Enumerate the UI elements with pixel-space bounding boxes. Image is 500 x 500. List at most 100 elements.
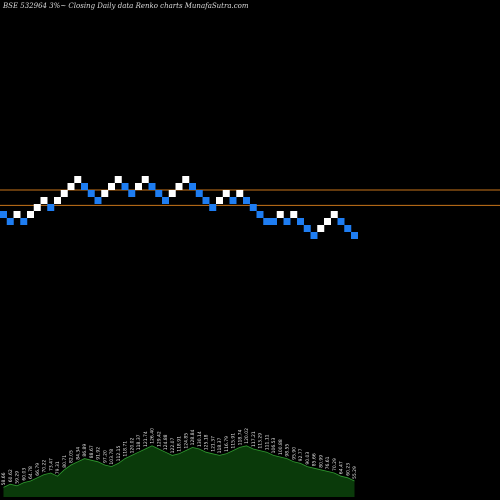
volume-label: 124.88 [163,434,169,450]
volume-label: 106.53 [271,438,277,454]
renko-brick [162,197,169,204]
volume-label: 121.37 [210,436,216,452]
volume-label: 97.20 [102,450,108,463]
renko-brick [290,211,298,218]
volume-label: 60.23 [345,463,351,476]
volume-label: 60.03 [21,468,27,481]
volume-label: 115.91 [231,433,237,449]
volume-line [3,445,355,488]
renko-brick [256,211,264,218]
volume-label: 125.18 [204,434,210,450]
renko-brick [337,218,345,225]
volume-label: 122.07 [170,438,176,454]
volume-label: 120.02 [244,428,250,444]
volume-label: 129.42 [156,431,162,447]
volume-label: 118.71 [123,441,129,457]
volume-label: 92.77 [298,448,304,461]
renko-brick [6,218,14,225]
volume-label: 116.79 [224,436,230,452]
volume-label: 128.84 [190,430,196,446]
volume-label: 60.62 [8,469,14,482]
renko-brick [33,204,41,211]
volume-label: 58.66 [1,472,7,485]
volume-label: 112.15 [116,446,122,462]
renko-brick [175,183,183,190]
volume-label: 121.74 [143,431,149,447]
renko-brick [297,218,304,225]
volume-label: 86.89 [82,444,88,457]
volume-label: 118.37 [217,438,223,454]
renko-brick [81,183,88,190]
volume-area [3,445,355,497]
volume-label: 117.21 [251,431,257,447]
volume-label: 59.29 [15,471,21,484]
renko-brick [101,190,109,197]
renko-brick [222,190,230,197]
renko-brick [121,183,129,190]
volume-labels: 58.66 60.62 59.29 60.03 64.78 66.79 70.22 73.47… [1,428,358,485]
renko-brick [303,225,311,232]
volume-label: 113.29 [258,433,264,449]
volume-label: 118.37 [136,434,142,450]
volume-label: 88.67 [89,445,95,458]
renko-brick [276,211,284,218]
chart-title: BSE 532964 3%~ Closing Daily data Renko … [2,2,249,10]
renko-brick [0,211,7,218]
renko-brick [135,183,142,190]
volume-label: 124.85 [183,433,189,449]
volume-label: 100.88 [278,439,284,455]
volume-label: 82.05 [69,450,75,463]
volume-label: 95.90 [291,447,297,460]
renko-brick [27,211,34,218]
volume-label: 76.61 [325,456,331,469]
volume-label: 80.71 [62,455,68,468]
renko-brick [94,197,102,204]
renko-brick [128,190,136,197]
renko-brick [67,183,75,190]
volume-label: 118.91 [177,436,183,452]
renko-brick [47,204,55,211]
renko-brick [195,190,203,197]
volume-label: 73.47 [48,458,54,471]
renko-brick [283,218,291,225]
volume-label: 84.34 [75,447,81,460]
renko-brick [324,218,331,225]
renko-brick [330,211,338,218]
renko-brick [216,197,223,204]
renko-brick [243,197,250,204]
renko-brick [317,225,325,232]
volume-label: 79.31 [55,461,61,474]
renko-brick [270,218,277,225]
renko-brick [236,190,244,197]
renko-brick [54,197,61,204]
volume-label: 80.99 [318,455,324,468]
volume-label: 91.92 [96,447,102,460]
volume-label: 118.74 [237,430,243,446]
volume-label: 90.03 [305,452,311,465]
volume-area-fill [3,445,355,497]
renko-brick [155,190,163,197]
renko-brick [168,190,176,197]
volume-label: 103.78 [109,449,115,465]
renko-brick [263,218,271,225]
volume-label: 111.11 [264,434,270,450]
volume-label: 55.29 [352,466,358,479]
renko-brick [148,183,156,190]
renko-brick [344,225,352,232]
renko-brick [108,183,115,190]
renko-brick [13,211,21,218]
volume-label: 66.79 [35,463,41,476]
renko-brick [60,190,68,197]
renko-brick [182,176,190,183]
renko-brick [202,197,210,204]
volume-label: 64.47 [339,461,345,474]
renko-brick [40,197,48,204]
renko-brick [351,232,358,239]
volume-label: 85.66 [312,453,318,466]
renko-brick [141,176,149,183]
renko-brick [229,197,237,204]
renko-brick [114,176,122,183]
